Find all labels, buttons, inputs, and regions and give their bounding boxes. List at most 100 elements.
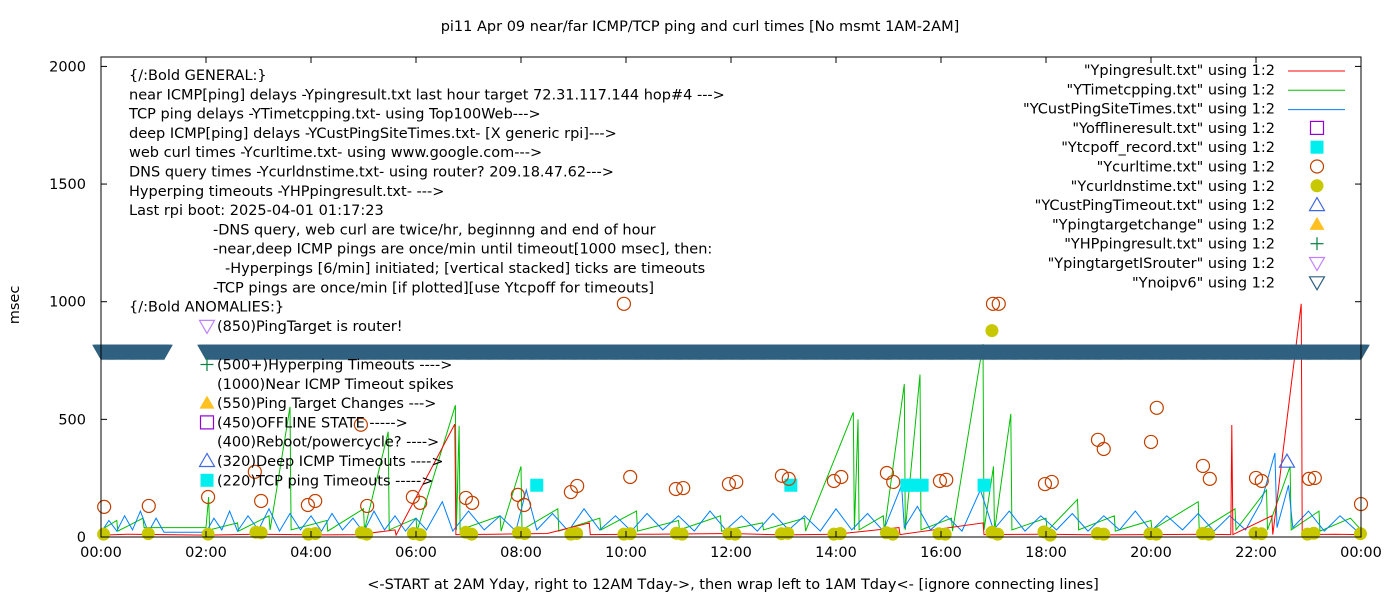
- curl-point: [247, 464, 262, 479]
- curl-point: [254, 493, 269, 509]
- curl-point: [774, 468, 790, 483]
- legend-swatch-tcpoff: [1310, 140, 1324, 154]
- legend-swatch-hp: [1310, 237, 1324, 251]
- annotation-note: -TCP pings are once/min [if plotted][use…: [213, 280, 654, 296]
- dns-point: [675, 527, 689, 541]
- curl-point: [886, 474, 901, 490]
- curl-point: [1096, 441, 1111, 457]
- curl-point: [1149, 400, 1164, 415]
- annotation-line: {/:Bold GENERAL:}: [129, 68, 267, 84]
- dns-point: [570, 526, 584, 540]
- legend-swatch-noipv6: [1308, 276, 1326, 292]
- curl-point: [932, 473, 948, 489]
- dns-point: [1254, 527, 1268, 541]
- annotation-note: -Hyperpings [6/min] initiated; [vertical…: [225, 261, 705, 277]
- curl-point: [465, 495, 480, 510]
- legend-label: "YCustPingSiteTimes.txt" using 1:2: [1023, 102, 1275, 118]
- curl-point: [826, 473, 842, 489]
- dns-point: [360, 527, 374, 541]
- x-tick-label: 14:00: [815, 545, 857, 561]
- legend-label: "YpingtargetISrouter" using 1:2: [1048, 256, 1275, 272]
- curl-point: [300, 497, 315, 513]
- annotation-line: deep ICMP[ping] delays -YCustPingSiteTim…: [129, 126, 617, 142]
- x-tick-label: 04:00: [290, 545, 332, 561]
- dns-point: [985, 324, 999, 338]
- y-tick-label: 2000: [49, 59, 86, 75]
- y-tick-label: 1000: [49, 295, 86, 311]
- x-tick-label: 20:00: [1130, 545, 1172, 561]
- x-tick-label: 16:00: [920, 545, 962, 561]
- annotation-line: web curl times -Ycurltime.txt- using www…: [129, 145, 542, 161]
- dns-point: [465, 527, 479, 541]
- legend-label: "Ypingresult.txt" using 1:2: [1084, 63, 1275, 79]
- curl-point: [141, 498, 156, 514]
- dns-point: [781, 526, 795, 540]
- legend-label: "YTimetcpping.txt" using 1:2: [1067, 82, 1275, 98]
- legend-swatch-custtimeout: [1308, 196, 1326, 212]
- legend-label: "Ytcpoff_record.txt" using 1:2: [1061, 140, 1275, 156]
- annotation-note: -near,deep ICMP pings are once/min until…: [213, 242, 712, 258]
- targetchange-icon: [199, 395, 215, 409]
- curl-point: [1090, 432, 1106, 447]
- curl-point: [353, 417, 368, 432]
- curl-point: [1307, 470, 1322, 486]
- legend-label: "Ynoipv6" using 1:2: [1132, 275, 1275, 291]
- anomaly-line: (220)TCP ping Timeouts ----->: [217, 473, 433, 489]
- curl-point: [1202, 471, 1217, 486]
- annotation-line: Last rpi boot: 2025-04-01 01:17:23: [129, 203, 384, 219]
- offline-icon: [199, 415, 215, 430]
- anomaly-line: (1000)Near ICMP Timeout spikes: [217, 377, 454, 393]
- y-axis-label: msec: [7, 286, 23, 325]
- dns-point: [1353, 527, 1367, 541]
- tcpoff-point: [905, 478, 919, 492]
- curl-point: [623, 469, 638, 485]
- dns-point: [97, 527, 111, 541]
- curl-point: [676, 480, 691, 496]
- curl-point: [1044, 474, 1059, 490]
- y-tick-label: 0: [77, 530, 86, 546]
- curl-point: [721, 476, 737, 492]
- curl-point: [97, 499, 112, 514]
- curl-point: [1143, 434, 1159, 450]
- annotation-line: DNS query times -Ycurldnstime.txt- using…: [129, 165, 614, 181]
- legend-swatch-curl: [1309, 159, 1325, 174]
- curl-point: [201, 489, 216, 505]
- curl-point: [517, 497, 532, 513]
- x-tick-label: 18:00: [1025, 545, 1067, 561]
- dns-point: [254, 526, 268, 540]
- anomaly-line: (850)PingTarget is router!: [217, 319, 403, 335]
- curl-point: [616, 296, 632, 311]
- dns-point: [886, 527, 900, 541]
- curl-point: [570, 478, 585, 494]
- legend-label: "Yofflineresult.txt" using 1:2: [1072, 121, 1275, 137]
- legend-swatch-offline: [1309, 120, 1325, 136]
- dns-point: [991, 527, 1005, 541]
- annotation-line: TCP ping delays -YTimetcpping.txt- using…: [128, 107, 541, 123]
- curl-point: [510, 487, 525, 502]
- legend-swatch-isrouter: [1308, 256, 1326, 272]
- annotation-note: -DNS query, web curl are twice/hr, begin…: [213, 222, 656, 238]
- custtimeout-icon: [198, 452, 216, 468]
- series-line-tcp: [100, 344, 1362, 533]
- x-axis-label: <-START at 2AM Yday, right to 12AM Tday-…: [367, 577, 1099, 593]
- curl-point: [729, 474, 744, 490]
- curl-point: [1037, 476, 1053, 492]
- tcpoff-point: [977, 478, 991, 492]
- legend-swatch-dns: [1310, 179, 1324, 193]
- plot-area: [92, 296, 1370, 542]
- noipv6-point: [155, 344, 173, 361]
- dns-point: [201, 527, 215, 541]
- legend: "Ypingresult.txt" using 1:2 "YTimetcpping…: [1023, 63, 1345, 291]
- custtimeout-point: [1278, 453, 1296, 468]
- dns-point: [1043, 528, 1057, 542]
- curl-point: [879, 465, 895, 481]
- hp-icon: [200, 358, 214, 371]
- x-tick-label: 06:00: [395, 545, 437, 561]
- x-tick-label: 00:00: [80, 545, 122, 561]
- tcpoff-point: [530, 478, 544, 492]
- tcpoff-icon: [200, 473, 214, 487]
- x-tick-label: 12:00: [710, 545, 752, 561]
- dns-point: [1149, 527, 1163, 541]
- curl-point: [413, 495, 428, 510]
